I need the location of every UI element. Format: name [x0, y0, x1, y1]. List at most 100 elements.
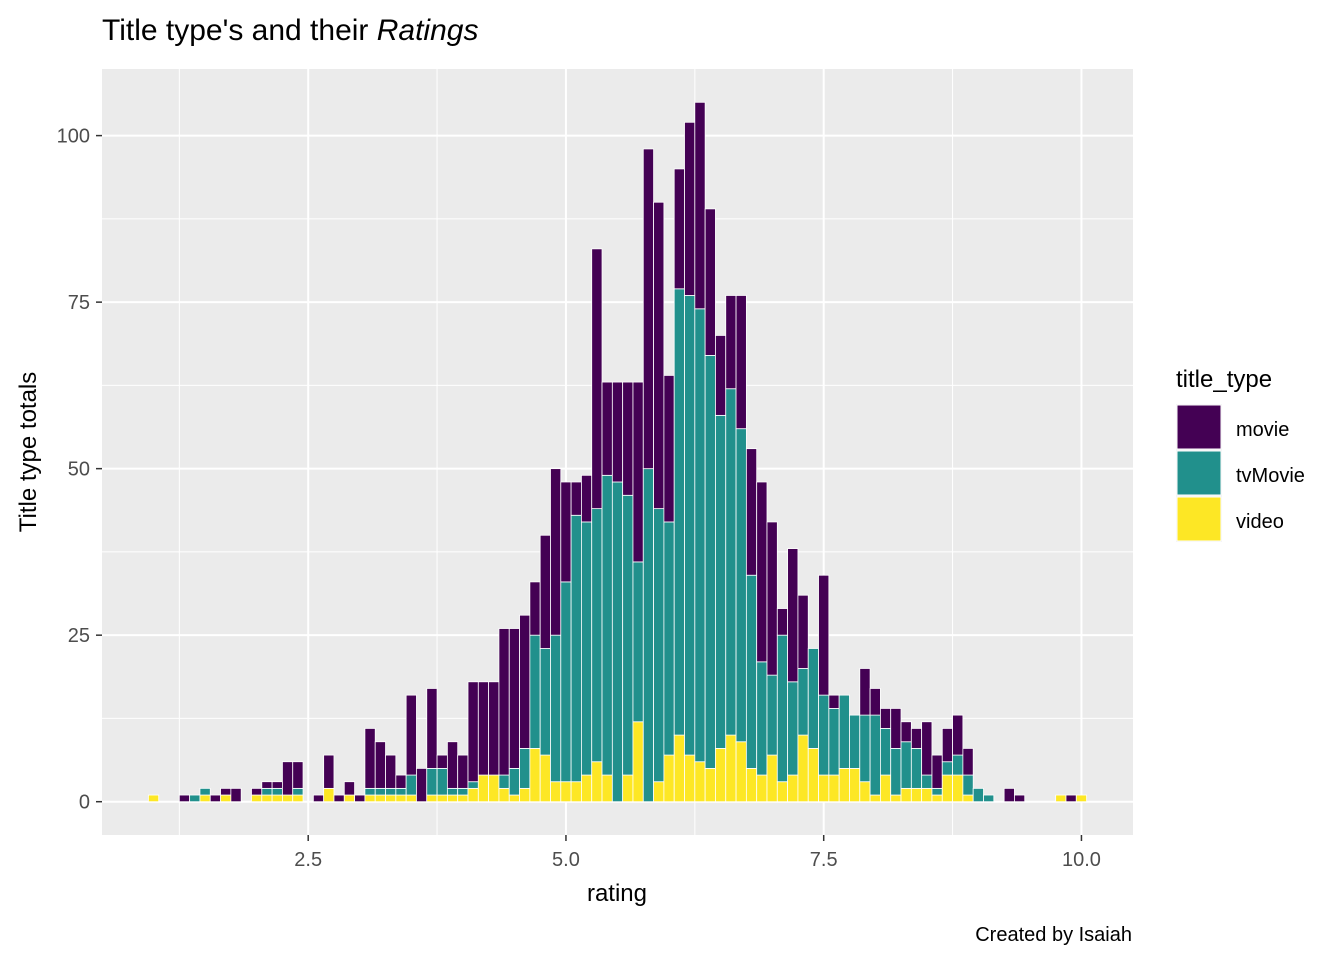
bar-movie [622, 381, 634, 496]
bar-tvMovie [292, 787, 304, 796]
bar-movie [1003, 787, 1015, 803]
bar-tvMovie [632, 561, 644, 723]
bar-movie [642, 148, 654, 470]
bar-movie [446, 741, 459, 789]
x-axis-title: rating [587, 880, 647, 907]
bar-tvMovie [261, 787, 273, 796]
bar-video [673, 734, 685, 803]
bar-movie [684, 121, 696, 296]
bar-video [570, 781, 582, 803]
bar-tvMovie [653, 508, 665, 783]
bar-movie [364, 728, 376, 789]
bar-movie [312, 794, 325, 803]
bar-movie [405, 694, 417, 776]
bar-video [900, 787, 912, 803]
bar-tvMovie [766, 674, 778, 756]
bar-movie [292, 761, 304, 789]
bar-video [1055, 794, 1067, 803]
bar-video [715, 748, 727, 803]
bar-video [467, 787, 479, 803]
bar-video [251, 794, 263, 803]
bars-group [147, 101, 1088, 803]
bar-movie [477, 681, 490, 776]
bar-tvMovie [983, 794, 995, 803]
bar-movie [570, 481, 582, 516]
bar-movie [745, 448, 758, 576]
bar-movie [209, 794, 221, 803]
bar-tvMovie [684, 295, 696, 756]
y-axis-title: Title type totals [15, 372, 42, 533]
bar-movie [725, 295, 737, 390]
bar-tvMovie [931, 787, 943, 796]
bar-movie [529, 581, 541, 636]
legend-swatch-video [1176, 496, 1222, 542]
bar-tvMovie [426, 767, 438, 796]
bar-tvMovie [715, 414, 727, 749]
bar-tvMovie [611, 481, 624, 803]
bar-video [704, 767, 716, 803]
bar-video [776, 781, 789, 803]
bar-movie [900, 721, 912, 743]
bar-tvMovie [642, 468, 654, 803]
bar-tvMovie [457, 787, 469, 796]
bar-movie [694, 101, 706, 310]
bar-video [488, 774, 500, 803]
bar-video [539, 754, 551, 803]
chart-title-main: Title type's and their [102, 14, 377, 47]
bar-tvMovie [189, 794, 201, 803]
bar-movie [828, 694, 840, 709]
bar-tvMovie [663, 521, 675, 756]
y-tick-label: 0 [79, 792, 90, 814]
bar-tvMovie [570, 514, 582, 783]
bar-tvMovie [560, 581, 572, 783]
bar-movie [962, 748, 974, 776]
bar-video [560, 781, 572, 803]
legend-swatch-movie [1176, 404, 1222, 450]
bar-movie [611, 381, 624, 483]
bar-tvMovie [962, 774, 974, 796]
bar-movie [395, 774, 407, 789]
bar-video [385, 794, 397, 803]
bar-movie [251, 787, 263, 796]
bar-movie [952, 714, 964, 756]
x-axis-ticks: 2.5 5.0 7.5 10.0 [294, 835, 1101, 871]
legend-label-video: video [1236, 511, 1284, 533]
bar-video [787, 774, 799, 803]
bar-movie [385, 754, 397, 789]
bar-tvMovie [859, 714, 871, 783]
bar-movie [797, 594, 809, 669]
bar-tvMovie [581, 521, 593, 776]
bar-movie [941, 728, 953, 763]
bar-video [519, 787, 531, 803]
bar-tvMovie [797, 668, 809, 736]
bar-video [725, 734, 737, 803]
bar-movie [1065, 794, 1077, 803]
bar-tvMovie [271, 787, 283, 796]
bar-movie [663, 374, 675, 523]
bar-video [653, 781, 665, 803]
bar-movie [354, 794, 366, 803]
bar-tvMovie [601, 474, 613, 776]
bar-tvMovie [550, 634, 562, 783]
bar-tvMovie [807, 648, 819, 749]
bar-tvMovie [374, 787, 386, 796]
bar-movie [560, 481, 572, 583]
bar-video [498, 787, 510, 803]
bar-tvMovie [828, 708, 840, 776]
bar-tvMovie [539, 648, 551, 756]
bar-movie [890, 708, 902, 749]
bar-movie [416, 767, 428, 803]
bar-video [581, 774, 593, 803]
bar-tvMovie [725, 388, 737, 736]
bar-tvMovie [467, 781, 479, 789]
bar-tvMovie [818, 694, 830, 776]
x-tick-label: 5.0 [552, 849, 580, 871]
bar-tvMovie [756, 661, 768, 776]
bar-tvMovie [869, 714, 881, 796]
legend: movie tvMovie video [1176, 404, 1305, 542]
bar-movie [261, 781, 273, 789]
bar-video [952, 774, 964, 803]
bar-movie [178, 794, 191, 803]
bar-tvMovie [910, 748, 923, 789]
